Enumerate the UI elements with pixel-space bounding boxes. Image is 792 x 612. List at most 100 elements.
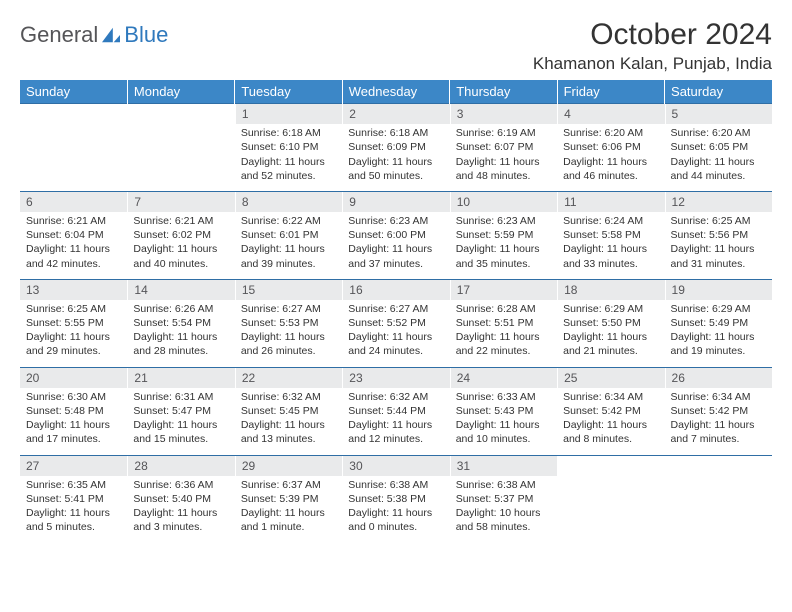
sunrise-text: Sunrise: 6:35 AM: [26, 478, 121, 492]
sunset-text: Sunset: 5:47 PM: [133, 404, 228, 418]
sunrise-text: Sunrise: 6:21 AM: [133, 214, 228, 228]
brand-part1: General: [20, 22, 98, 48]
day-data: Sunrise: 6:19 AMSunset: 6:07 PMDaylight:…: [450, 124, 557, 191]
sunrise-text: Sunrise: 6:32 AM: [348, 390, 443, 404]
daylight-text: and 7 minutes.: [671, 432, 766, 446]
day-data: Sunrise: 6:27 AMSunset: 5:52 PMDaylight:…: [342, 300, 449, 367]
sunrise-text: Sunrise: 6:29 AM: [671, 302, 766, 316]
calendar-day-cell: 23Sunrise: 6:32 AMSunset: 5:44 PMDayligh…: [342, 367, 449, 455]
daylight-text: and 19 minutes.: [671, 344, 766, 358]
calendar-day-cell: 21Sunrise: 6:31 AMSunset: 5:47 PMDayligh…: [127, 367, 234, 455]
day-data: Sunrise: 6:22 AMSunset: 6:01 PMDaylight:…: [235, 212, 342, 279]
page-header: General Blue October 2024 Khamanon Kalan…: [20, 18, 772, 74]
daylight-text: and 26 minutes.: [241, 344, 336, 358]
daylight-text: Daylight: 11 hours: [26, 330, 121, 344]
day-data: Sunrise: 6:24 AMSunset: 5:58 PMDaylight:…: [557, 212, 664, 279]
sunrise-text: Sunrise: 6:25 AM: [671, 214, 766, 228]
sunset-text: Sunset: 6:04 PM: [26, 228, 121, 242]
sunset-text: Sunset: 6:10 PM: [241, 140, 336, 154]
sunset-text: Sunset: 6:07 PM: [456, 140, 551, 154]
calendar-day-cell: [20, 104, 127, 192]
sunrise-text: Sunrise: 6:18 AM: [241, 126, 336, 140]
day-data-empty: [20, 124, 127, 188]
daylight-text: and 50 minutes.: [348, 169, 443, 183]
day-data: Sunrise: 6:20 AMSunset: 6:05 PMDaylight:…: [665, 124, 772, 191]
month-title: October 2024: [533, 18, 772, 52]
daylight-text: and 40 minutes.: [133, 257, 228, 271]
day-number: 13: [20, 280, 127, 300]
day-number: 12: [665, 192, 772, 212]
calendar-day-cell: 27Sunrise: 6:35 AMSunset: 5:41 PMDayligh…: [20, 455, 127, 542]
weekday-header: Wednesday: [342, 80, 449, 104]
sunset-text: Sunset: 5:38 PM: [348, 492, 443, 506]
daylight-text: Daylight: 11 hours: [671, 242, 766, 256]
calendar-day-cell: 6Sunrise: 6:21 AMSunset: 6:04 PMDaylight…: [20, 191, 127, 279]
day-number: 29: [235, 456, 342, 476]
daylight-text: and 28 minutes.: [133, 344, 228, 358]
brand-part2: Blue: [124, 22, 168, 48]
day-data: Sunrise: 6:23 AMSunset: 5:59 PMDaylight:…: [450, 212, 557, 279]
daylight-text: Daylight: 11 hours: [348, 242, 443, 256]
daylight-text: and 37 minutes.: [348, 257, 443, 271]
day-number: 19: [665, 280, 772, 300]
daylight-text: Daylight: 11 hours: [456, 155, 551, 169]
daylight-text: Daylight: 11 hours: [563, 155, 658, 169]
daylight-text: Daylight: 10 hours: [456, 506, 551, 520]
day-data: Sunrise: 6:18 AMSunset: 6:09 PMDaylight:…: [342, 124, 449, 191]
sunset-text: Sunset: 5:43 PM: [456, 404, 551, 418]
daylight-text: Daylight: 11 hours: [456, 330, 551, 344]
calendar-day-cell: 10Sunrise: 6:23 AMSunset: 5:59 PMDayligh…: [450, 191, 557, 279]
daylight-text: Daylight: 11 hours: [563, 330, 658, 344]
daylight-text: and 44 minutes.: [671, 169, 766, 183]
day-number: 4: [557, 104, 664, 124]
day-data: Sunrise: 6:38 AMSunset: 5:38 PMDaylight:…: [342, 476, 449, 543]
calendar-day-cell: 11Sunrise: 6:24 AMSunset: 5:58 PMDayligh…: [557, 191, 664, 279]
day-data: Sunrise: 6:35 AMSunset: 5:41 PMDaylight:…: [20, 476, 127, 543]
day-number: 15: [235, 280, 342, 300]
day-number: 24: [450, 368, 557, 388]
calendar-day-cell: 14Sunrise: 6:26 AMSunset: 5:54 PMDayligh…: [127, 279, 234, 367]
daylight-text: Daylight: 11 hours: [241, 155, 336, 169]
weekday-header: Monday: [127, 80, 234, 104]
day-data: Sunrise: 6:28 AMSunset: 5:51 PMDaylight:…: [450, 300, 557, 367]
day-data: Sunrise: 6:34 AMSunset: 5:42 PMDaylight:…: [557, 388, 664, 455]
day-number: 17: [450, 280, 557, 300]
daylight-text: Daylight: 11 hours: [133, 242, 228, 256]
day-number: 6: [20, 192, 127, 212]
daylight-text: and 15 minutes.: [133, 432, 228, 446]
sunset-text: Sunset: 6:09 PM: [348, 140, 443, 154]
calendar-day-cell: 9Sunrise: 6:23 AMSunset: 6:00 PMDaylight…: [342, 191, 449, 279]
weekday-header: Thursday: [450, 80, 557, 104]
sunrise-text: Sunrise: 6:38 AM: [456, 478, 551, 492]
sunrise-text: Sunrise: 6:23 AM: [456, 214, 551, 228]
day-number: 5: [665, 104, 772, 124]
sunrise-text: Sunrise: 6:33 AM: [456, 390, 551, 404]
sunset-text: Sunset: 6:05 PM: [671, 140, 766, 154]
day-number: 22: [235, 368, 342, 388]
calendar-day-cell: 29Sunrise: 6:37 AMSunset: 5:39 PMDayligh…: [235, 455, 342, 542]
daylight-text: and 12 minutes.: [348, 432, 443, 446]
daylight-text: and 48 minutes.: [456, 169, 551, 183]
sunset-text: Sunset: 5:37 PM: [456, 492, 551, 506]
daylight-text: Daylight: 11 hours: [348, 506, 443, 520]
day-data: Sunrise: 6:33 AMSunset: 5:43 PMDaylight:…: [450, 388, 557, 455]
day-number: 3: [450, 104, 557, 124]
sunset-text: Sunset: 5:44 PM: [348, 404, 443, 418]
calendar-day-cell: [557, 455, 664, 542]
calendar-day-cell: 20Sunrise: 6:30 AMSunset: 5:48 PMDayligh…: [20, 367, 127, 455]
daylight-text: and 0 minutes.: [348, 520, 443, 534]
sunset-text: Sunset: 6:06 PM: [563, 140, 658, 154]
daylight-text: and 29 minutes.: [26, 344, 121, 358]
calendar-day-cell: [665, 455, 772, 542]
sunset-text: Sunset: 6:00 PM: [348, 228, 443, 242]
sunset-text: Sunset: 5:55 PM: [26, 316, 121, 330]
daylight-text: and 35 minutes.: [456, 257, 551, 271]
day-data: Sunrise: 6:31 AMSunset: 5:47 PMDaylight:…: [127, 388, 234, 455]
daylight-text: and 39 minutes.: [241, 257, 336, 271]
sunset-text: Sunset: 5:56 PM: [671, 228, 766, 242]
daylight-text: and 42 minutes.: [26, 257, 121, 271]
sunset-text: Sunset: 5:42 PM: [563, 404, 658, 418]
day-data: Sunrise: 6:34 AMSunset: 5:42 PMDaylight:…: [665, 388, 772, 455]
day-data: Sunrise: 6:26 AMSunset: 5:54 PMDaylight:…: [127, 300, 234, 367]
day-data: Sunrise: 6:27 AMSunset: 5:53 PMDaylight:…: [235, 300, 342, 367]
